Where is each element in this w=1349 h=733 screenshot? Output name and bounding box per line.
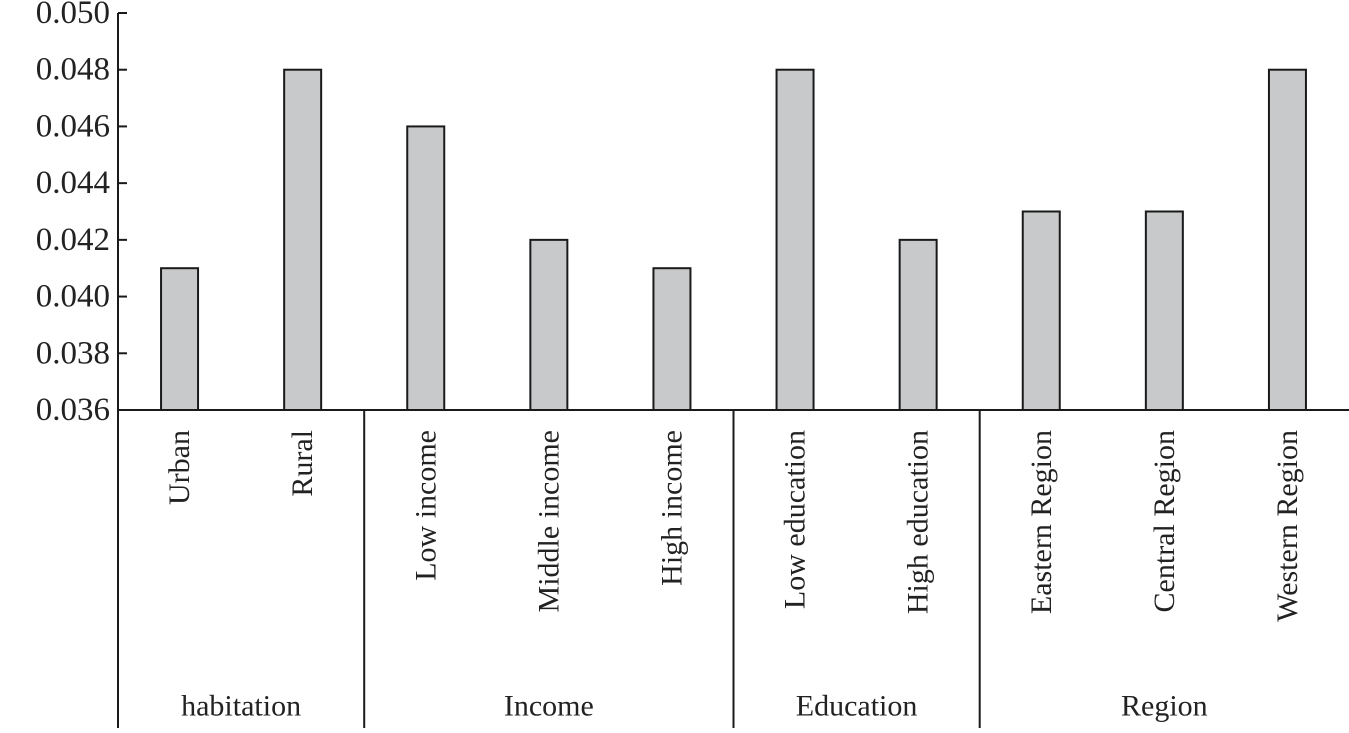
bar [652,267,692,412]
bar [283,68,323,411]
y-tick-label: 0.040 [36,279,110,315]
group-label: Income [504,690,594,723]
group-separators [363,410,981,728]
y-tick-label: 0.050 [36,0,110,31]
y-tick-label: 0.042 [36,222,110,258]
category-label: Western Region [1271,430,1304,622]
category-label: Rural [286,430,319,497]
y-tick-label: 0.038 [36,335,110,371]
category-label: Middle income [532,430,565,612]
category-label: High income [655,430,688,586]
group-label: Education [796,690,918,723]
category-label: Low income [409,430,442,581]
group-label: Region [1121,690,1208,723]
bars [160,68,1307,412]
category-label: High education [902,430,935,614]
group-label: habitation [181,690,301,723]
bar [775,68,815,411]
bar [1144,210,1184,411]
category-label: Urban [163,430,196,505]
bar [529,238,569,411]
bar [160,267,200,412]
y-tick-label: 0.046 [36,108,110,144]
y-tick-label: 0.036 [36,392,110,428]
bar [406,125,446,412]
bar [898,238,938,411]
y-tick-label: 0.044 [36,165,110,201]
bar [1021,210,1061,411]
category-labels: Urban Rural Low income Middle income High in… [163,430,1304,622]
bar [1267,68,1307,411]
category-label: Low education [779,430,812,609]
category-label: Central Region [1148,430,1181,612]
category-label: Eastern Region [1025,430,1058,614]
y-tick-label: 0.048 [36,52,110,88]
y-ticks: 0.036 0.038 0.040 0.042 0.044 0.046 0.048 0.050 [36,0,127,428]
group-labels: habitation Income Education Region [181,690,1208,723]
